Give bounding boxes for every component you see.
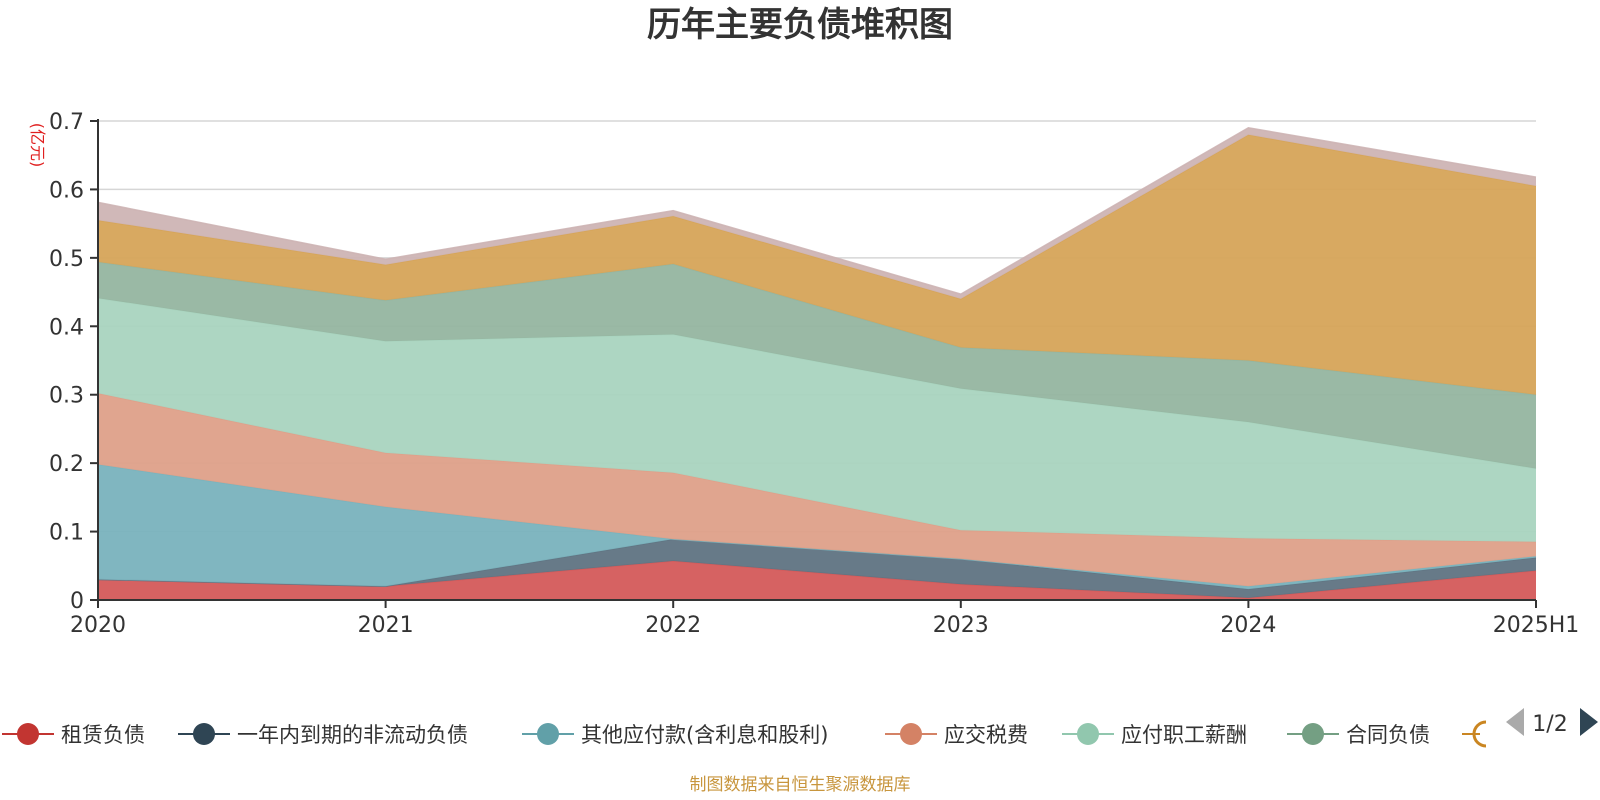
legend-marker-icon	[1302, 723, 1324, 745]
legend-label: 其他应付款(含利息和股利)	[581, 723, 828, 747]
legend-item-1[interactable]: 租赁负债	[2, 723, 145, 747]
area-series-layer	[98, 128, 1536, 600]
data-source-footer: 制图数据来自恒生聚源数据库	[690, 775, 911, 795]
legend-marker-icon	[193, 723, 215, 745]
x-tick-label: 2022	[645, 613, 701, 638]
legend-label: 合同负债	[1346, 723, 1430, 747]
triangle-left-icon[interactable]	[1506, 708, 1524, 736]
y-tick-label: 0.6	[49, 178, 84, 203]
legend-marker-icon	[17, 723, 39, 745]
x-tick-label: 2024	[1220, 613, 1276, 638]
legend-pager[interactable]: 1/2	[1506, 708, 1598, 737]
legend-marker-icon	[1077, 723, 1099, 745]
y-tick-label: 0.2	[49, 452, 84, 477]
chart-title: 历年主要负债堆积图	[647, 5, 953, 45]
x-tick-label: 2020	[70, 613, 126, 638]
legend-page-indicator: 1/2	[1532, 712, 1567, 737]
y-tick-label: 0.3	[49, 384, 84, 409]
legend-item-6[interactable]: 合同负债	[1287, 723, 1430, 747]
legend-label: 应付职工薪酬	[1121, 723, 1247, 747]
y-tick-label: 0.1	[49, 521, 84, 546]
legend-marker-icon	[537, 723, 559, 745]
legend-marker-icon	[900, 723, 922, 745]
y-tick-label: 0	[70, 589, 84, 614]
legend-item-2[interactable]: 一年内到期的非流动负债	[178, 723, 468, 747]
y-tick-label: 0.5	[49, 247, 84, 272]
x-axis-ticks: 2020 2021 2022 2023 2024 2025H1	[70, 600, 1579, 638]
legend-item-7[interactable]	[1462, 722, 1486, 746]
x-tick-label: 2021	[358, 613, 414, 638]
y-tick-label: 0.7	[49, 110, 84, 135]
x-tick-label: 2025H1	[1493, 613, 1580, 638]
y-axis-unit-label: (亿元)	[28, 123, 47, 168]
x-tick-label: 2023	[933, 613, 989, 638]
legend-label: 应交税费	[944, 723, 1028, 747]
triangle-right-icon[interactable]	[1580, 708, 1598, 736]
legend-label: 租赁负债	[61, 723, 145, 747]
legend-label: 一年内到期的非流动负债	[237, 723, 468, 747]
legend-item-3[interactable]: 其他应付款(含利息和股利)	[522, 723, 828, 747]
y-axis-ticks: 0 0.1 0.2 0.3 0.4 0.5 0.6 0.7	[49, 110, 98, 614]
legend-item-4[interactable]: 应交税费	[885, 723, 1028, 747]
legend[interactable]: 租赁负债 一年内到期的非流动负债 其他应付款(含利息和股利) 应交税费 应付职工薪酬 合同…	[2, 722, 1486, 747]
y-tick-label: 0.4	[49, 315, 84, 340]
legend-item-5[interactable]: 应付职工薪酬	[1062, 723, 1247, 747]
